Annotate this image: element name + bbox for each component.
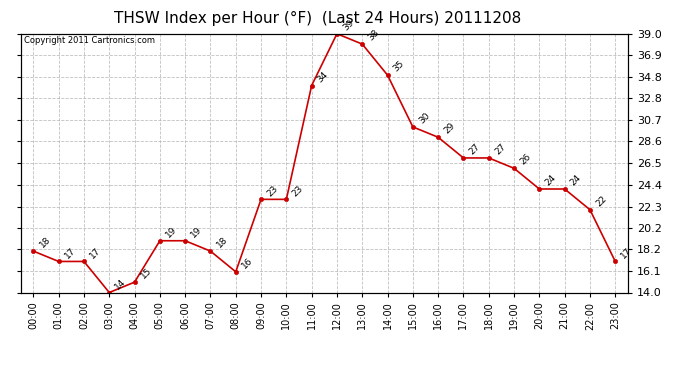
Text: THSW Index per Hour (°F)  (Last 24 Hours) 20111208: THSW Index per Hour (°F) (Last 24 Hours)…	[114, 11, 521, 26]
Text: 19: 19	[189, 225, 204, 239]
Text: 16: 16	[240, 256, 255, 270]
Text: 17: 17	[63, 246, 77, 260]
Text: 23: 23	[290, 183, 305, 198]
Text: 23: 23	[265, 183, 279, 198]
Text: 19: 19	[164, 225, 179, 239]
Text: 38: 38	[366, 28, 381, 43]
Text: 18: 18	[215, 235, 229, 250]
Text: Copyright 2011 Cartronics.com: Copyright 2011 Cartronics.com	[23, 36, 155, 45]
Text: 17: 17	[88, 246, 103, 260]
Text: 24: 24	[544, 173, 558, 188]
Text: 26: 26	[518, 153, 533, 167]
Text: 24: 24	[569, 173, 583, 188]
Text: 27: 27	[493, 142, 507, 156]
Text: 17: 17	[620, 246, 634, 260]
Text: 22: 22	[594, 194, 609, 208]
Text: 29: 29	[442, 122, 457, 136]
Text: 15: 15	[139, 266, 153, 281]
Text: 18: 18	[37, 235, 52, 250]
Text: 34: 34	[316, 70, 331, 84]
Text: 35: 35	[392, 59, 406, 74]
Text: 14: 14	[113, 277, 128, 291]
Text: 27: 27	[468, 142, 482, 156]
Text: 39: 39	[341, 18, 355, 32]
Text: 30: 30	[417, 111, 431, 126]
